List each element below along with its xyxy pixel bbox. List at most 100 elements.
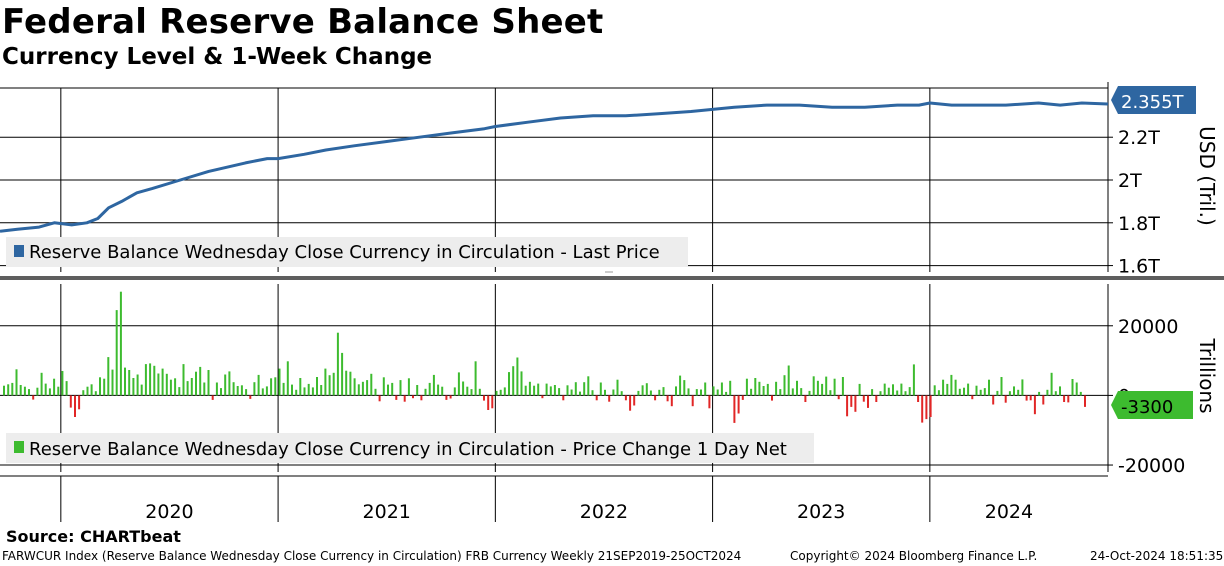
- change-bar-positive: [441, 386, 444, 396]
- change-bar-positive: [766, 383, 769, 396]
- change-bar-positive: [1050, 372, 1053, 396]
- change-bar-positive: [750, 388, 753, 396]
- change-bar-negative: [862, 395, 865, 402]
- change-bar-positive: [604, 389, 606, 396]
- bottom-legend-label: Reserve Balance Wednesday Close Currency…: [29, 439, 787, 460]
- change-bar-positive: [1013, 386, 1015, 396]
- change-bar-positive: [762, 386, 765, 396]
- x-axis-year-label: 2024: [985, 501, 1033, 523]
- change-bar-positive: [36, 387, 39, 396]
- x-axis-year-label: 2020: [145, 501, 193, 523]
- change-value-tag-shape: [1111, 391, 1193, 419]
- change-bar-positive: [549, 386, 552, 396]
- change-bar-negative: [445, 395, 448, 400]
- change-bar-negative: [420, 395, 423, 401]
- change-bar-negative: [875, 395, 878, 402]
- change-value-label: -3300: [1121, 397, 1173, 418]
- top-y-tick-label: 2.2T: [1118, 127, 1160, 149]
- change-bar-positive: [979, 389, 982, 396]
- change-bar-positive: [988, 379, 990, 396]
- change-bar-positive: [716, 389, 719, 396]
- change-bar-positive: [599, 382, 602, 396]
- change-bar-positive: [44, 383, 47, 396]
- change-bar-positive: [424, 388, 427, 396]
- change-bar-negative: [850, 395, 853, 407]
- change-bar-positive: [466, 386, 469, 396]
- change-bar-positive: [528, 381, 531, 396]
- change-bar-positive: [758, 381, 761, 396]
- change-bar-positive: [967, 383, 970, 396]
- change-bar-positive: [495, 390, 498, 396]
- change-bar-positive: [3, 385, 5, 396]
- top-legend-background: [6, 237, 688, 267]
- change-bar-positive: [186, 381, 189, 396]
- change-bar-positive: [207, 370, 210, 396]
- bottom-y-tick-label: 20000: [1118, 316, 1178, 338]
- bottom-y-tick-label: -20000: [1118, 455, 1185, 477]
- change-bar-positive: [453, 387, 456, 396]
- change-bar-negative: [608, 395, 611, 402]
- change-bar-positive: [407, 378, 410, 396]
- change-bar-positive: [687, 388, 690, 396]
- change-bar-positive: [1008, 391, 1011, 396]
- change-bar-positive: [662, 387, 665, 396]
- change-bar-positive: [341, 352, 344, 396]
- change-bar-positive: [65, 381, 68, 396]
- change-bar-negative: [708, 395, 711, 409]
- change-bar-positive: [416, 385, 419, 396]
- change-bar-positive: [15, 369, 18, 396]
- change-bar-positive: [94, 391, 97, 396]
- change-bar-positive: [779, 389, 782, 396]
- change-bar-positive: [28, 389, 30, 396]
- change-bar-positive: [366, 380, 369, 396]
- change-bar-positive: [612, 389, 615, 396]
- change-bar-negative: [595, 395, 598, 401]
- change-bar-positive: [808, 390, 811, 396]
- change-bar-positive: [61, 371, 64, 396]
- change-bar-negative: [211, 395, 214, 400]
- change-bar-positive: [265, 386, 268, 396]
- change-bar-positive: [307, 383, 310, 396]
- change-bar-positive: [775, 381, 778, 396]
- change-bar-positive: [470, 389, 473, 396]
- change-bar-positive: [645, 383, 648, 396]
- change-bar-positive: [282, 382, 285, 396]
- change-bar-positive: [165, 373, 168, 396]
- change-bar-negative: [741, 395, 744, 400]
- change-bar-positive: [99, 377, 101, 396]
- change-bar-positive: [871, 389, 874, 396]
- change-bar-positive: [637, 390, 640, 396]
- change-bar-positive: [524, 385, 527, 396]
- change-bar-positive: [178, 387, 181, 396]
- change-bar-positive: [215, 382, 218, 396]
- change-bar-positive: [19, 385, 22, 396]
- change-bar-positive: [833, 378, 836, 396]
- change-bar-positive: [954, 379, 957, 396]
- change-bar-positive: [153, 365, 156, 396]
- change-bar-negative: [395, 395, 398, 400]
- change-bar-positive: [658, 389, 661, 396]
- change-bar-positive: [1079, 391, 1082, 396]
- change-bar-positive: [157, 373, 160, 396]
- bottom-panel-grid: -20000020000: [0, 284, 1185, 477]
- change-bar-positive: [533, 385, 536, 396]
- change-bar-positive: [1075, 382, 1078, 396]
- change-bar-negative: [654, 395, 657, 401]
- change-bar-positive: [591, 390, 594, 396]
- change-bar-positive: [537, 383, 540, 396]
- change-bar-negative: [541, 395, 544, 399]
- change-bar-positive: [887, 387, 890, 396]
- change-bar-positive: [900, 383, 903, 396]
- change-bar-positive: [520, 371, 523, 396]
- change-bar-positive: [111, 369, 114, 396]
- weekly-change-series: [3, 291, 1086, 423]
- change-bar-positive: [462, 381, 465, 396]
- change-bar-positive: [946, 383, 949, 396]
- change-bar-positive: [190, 378, 193, 396]
- change-bar-negative: [483, 395, 485, 401]
- bottom-panel-legend: Reserve Balance Wednesday Close Currency…: [6, 433, 814, 463]
- change-bar-positive: [933, 385, 936, 396]
- change-bar-positive: [883, 383, 886, 396]
- change-bar-negative: [633, 395, 636, 406]
- change-bar-positive: [683, 380, 686, 396]
